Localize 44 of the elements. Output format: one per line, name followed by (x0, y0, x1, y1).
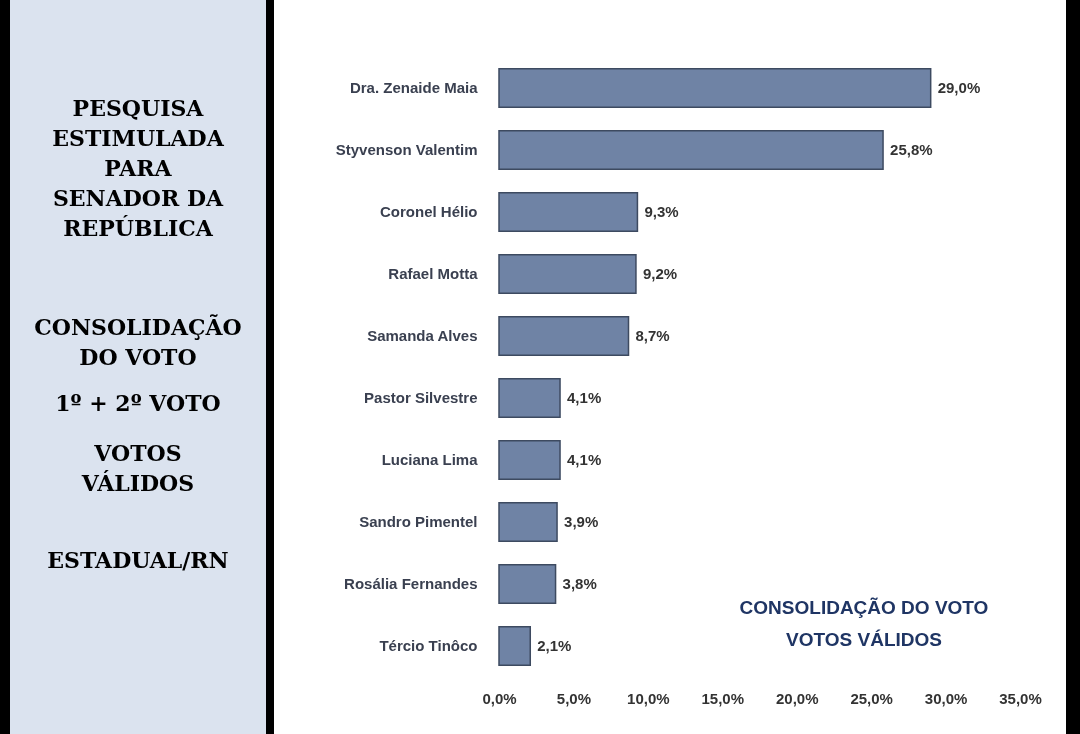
data-label: 25,8% (890, 141, 933, 158)
bar (498, 626, 532, 666)
text: 1º + 2º VOTO (54, 389, 222, 418)
x-tick-label: 0,0% (482, 689, 517, 707)
x-tick-label: 35,0% (999, 689, 1042, 707)
y-tick-label: Rafael Motta (388, 265, 479, 282)
text: VOTOS VÁLIDOS (80, 439, 196, 498)
y-tick-label: Pastor Silvestre (364, 389, 478, 406)
data-label: 4,1% (567, 389, 602, 406)
y-tick-label: Styvenson Valentim (335, 141, 478, 158)
bar (498, 316, 630, 356)
data-label: 3,9% (564, 513, 599, 530)
text: CONSOLIDAÇÃO DO VOTO (33, 313, 243, 372)
x-tick-label: 20,0% (775, 689, 819, 707)
y-tick-label: Dra. Zenaide Maia (349, 79, 479, 96)
bar (498, 192, 639, 232)
data-label: 9,3% (644, 203, 679, 220)
y-tick-label: Luciana Lima (381, 451, 479, 468)
bar (498, 378, 561, 418)
data-label: 4,1% (567, 451, 602, 468)
text: PESQUISA ESTIMULADA PARA SENADOR DA REPÚBLICA (51, 94, 225, 243)
data-label: 3,8% (562, 575, 597, 592)
bar (498, 564, 557, 604)
y-tick-label: Sandro Pimentel (359, 513, 478, 530)
bar (498, 130, 884, 170)
x-tick-label: 15,0% (701, 689, 745, 707)
text: ESTADUAL/RN (46, 546, 230, 575)
data-label: 29,0% (937, 79, 981, 96)
x-tick-label: 10,0% (627, 689, 670, 707)
annotation: CONSOLIDAÇÃO DO VOTO VOTOS VÁLIDOS (739, 597, 989, 650)
x-tick-label: 30,0% (924, 689, 968, 707)
y-tick-label: Samanda Alves (367, 327, 478, 344)
y-tick-label: Rosália Fernandes (344, 575, 478, 592)
x-tick-label: 25,0% (850, 689, 893, 707)
y-tick-label: Tércio Tinôco (379, 637, 478, 654)
data-label: 8,7% (635, 327, 670, 344)
bar (498, 68, 932, 108)
x-tick-label: 5,0% (556, 689, 592, 707)
bar (498, 440, 561, 480)
data-label: 2,1% (537, 637, 572, 654)
y-tick-label: Coronel Hélio (379, 203, 478, 220)
bar (498, 254, 637, 294)
bar (498, 502, 558, 542)
data-label: 9,2% (642, 265, 678, 282)
